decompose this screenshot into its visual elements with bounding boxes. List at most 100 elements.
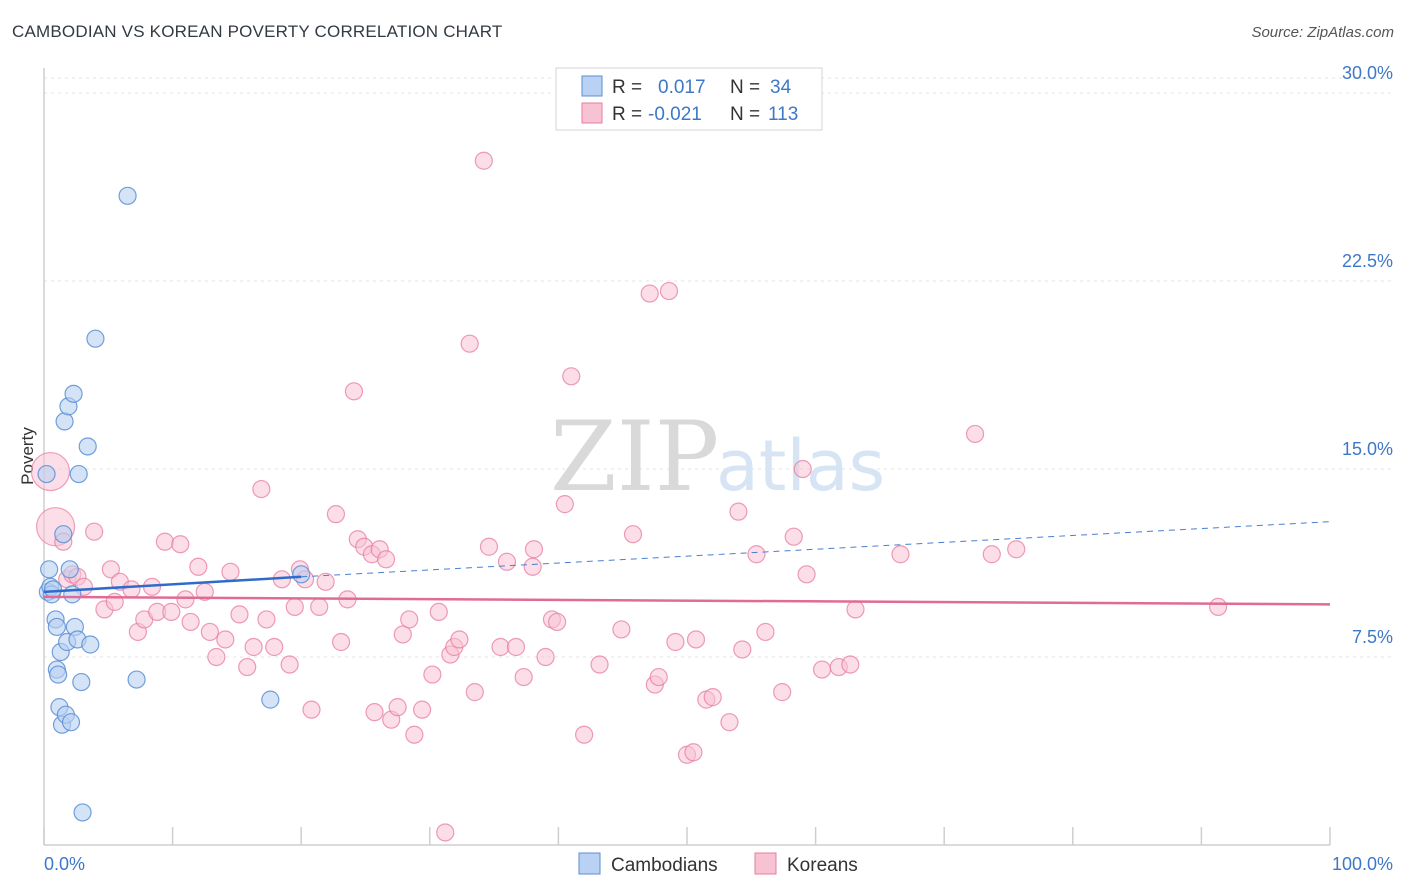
legend-r-label-2: R = bbox=[612, 104, 642, 125]
legend-n-label-1: N = bbox=[730, 77, 760, 98]
data-point-cambodian bbox=[64, 384, 83, 403]
data-point-korean bbox=[562, 367, 581, 386]
data-point-korean bbox=[733, 640, 752, 659]
bottom-legend-swatch-cambodians bbox=[578, 852, 601, 875]
data-point-korean bbox=[575, 725, 594, 744]
data-point-korean bbox=[200, 622, 219, 642]
data-point-korean bbox=[105, 592, 124, 611]
y-tick-label: 7.5% bbox=[1352, 627, 1393, 647]
watermark: ZIP atlas bbox=[550, 401, 885, 513]
data-point-cambodian bbox=[63, 585, 82, 604]
data-point-korean bbox=[479, 537, 499, 556]
data-point-korean bbox=[623, 525, 643, 544]
legend-r-label-1: R = bbox=[612, 77, 642, 98]
data-point-korean bbox=[1209, 597, 1228, 616]
data-point-korean bbox=[388, 698, 407, 717]
data-point-korean bbox=[684, 743, 703, 762]
data-point-cambodian bbox=[292, 565, 311, 584]
trend-lines bbox=[43, 521, 1331, 606]
data-point-korean bbox=[506, 637, 526, 657]
grid-lines bbox=[44, 77, 1394, 658]
trend-line-cambodians-extension bbox=[301, 521, 1331, 578]
data-point-korean bbox=[491, 637, 510, 657]
bottom-legend-label-cambodians: Cambodians bbox=[611, 855, 718, 876]
legend-n-label-2: N = bbox=[730, 104, 760, 125]
data-point-korean bbox=[181, 612, 200, 632]
data-point-korean bbox=[590, 655, 609, 674]
data-point-korean bbox=[793, 459, 812, 479]
legend-box: R = 0.017 N = 34 R = -0.021 N = 113 bbox=[555, 67, 823, 131]
data-point-cambodian bbox=[47, 617, 66, 637]
data-point-korean bbox=[155, 532, 174, 551]
data-point-korean bbox=[555, 495, 574, 514]
data-point-korean bbox=[523, 557, 542, 576]
data-point-korean bbox=[703, 688, 722, 707]
data-point-cambodian bbox=[86, 329, 105, 348]
data-point-korean bbox=[891, 545, 910, 564]
data-point-korean bbox=[101, 560, 120, 579]
data-point-cambodian bbox=[73, 803, 92, 822]
data-point-korean bbox=[474, 151, 493, 170]
y-tick-label: 15.0% bbox=[1342, 439, 1393, 459]
data-point-korean bbox=[207, 647, 226, 667]
x-tick-labels: 0.0% 100.0% bbox=[44, 854, 1393, 874]
data-point-korean bbox=[310, 597, 329, 616]
data-point-cambodian bbox=[261, 690, 280, 709]
x-tick-label-min: 0.0% bbox=[44, 854, 85, 874]
legend-r-value-2: -0.021 bbox=[648, 104, 702, 125]
data-point-korean bbox=[244, 637, 263, 657]
data-point-korean bbox=[436, 823, 455, 842]
data-point-korean bbox=[1007, 540, 1026, 559]
data-point-korean bbox=[666, 632, 685, 652]
bottom-legend-label-koreans: Koreans bbox=[787, 855, 858, 876]
data-point-korean bbox=[122, 580, 141, 599]
data-point-korean bbox=[400, 610, 419, 629]
trend-line-koreans bbox=[43, 595, 1331, 606]
data-point-cambodian bbox=[40, 560, 59, 579]
data-point-korean bbox=[784, 527, 803, 546]
series-cambodians bbox=[37, 186, 311, 822]
data-point-korean bbox=[846, 600, 865, 619]
data-point-korean bbox=[257, 610, 276, 629]
data-point-korean bbox=[460, 334, 479, 353]
data-point-korean bbox=[162, 602, 181, 622]
data-point-korean bbox=[497, 552, 517, 571]
data-point-korean bbox=[176, 590, 195, 609]
data-point-korean bbox=[216, 630, 235, 649]
data-point-korean bbox=[747, 545, 766, 564]
data-point-korean bbox=[238, 657, 257, 677]
data-point-korean bbox=[85, 522, 104, 541]
data-point-korean bbox=[729, 502, 748, 521]
data-point-korean bbox=[285, 597, 304, 616]
data-point-korean bbox=[189, 557, 208, 576]
source-credit: Source: ZipAtlas.com bbox=[1251, 24, 1394, 41]
data-point-korean bbox=[612, 620, 631, 639]
data-point-korean bbox=[326, 505, 346, 524]
chart-title: CAMBODIAN VS KOREAN POVERTY CORRELATION … bbox=[12, 22, 503, 41]
axes bbox=[43, 68, 1331, 846]
data-point-korean bbox=[316, 572, 335, 591]
data-point-korean bbox=[412, 700, 432, 719]
data-point-korean bbox=[548, 612, 567, 632]
data-point-cambodian bbox=[37, 464, 56, 484]
legend-swatch-cambodians bbox=[581, 75, 603, 97]
data-point-korean bbox=[841, 655, 860, 674]
data-point-korean bbox=[252, 479, 271, 499]
y-tick-label: 22.5% bbox=[1342, 251, 1393, 271]
data-point-korean bbox=[797, 565, 816, 584]
data-point-korean bbox=[405, 725, 424, 744]
y-tick-labels: 7.5% 15.0% 22.5% 30.0% bbox=[1342, 63, 1393, 647]
y-tick-label: 30.0% bbox=[1342, 63, 1393, 83]
bottom-legend-swatch-koreans bbox=[754, 852, 777, 875]
data-point-korean bbox=[524, 540, 544, 559]
trend-line-cambodians bbox=[43, 575, 302, 594]
data-point-korean bbox=[659, 281, 679, 301]
data-point-korean bbox=[280, 655, 299, 674]
bottom-legend: Cambodians Koreans bbox=[578, 852, 858, 876]
watermark-zip: ZIP bbox=[550, 401, 719, 513]
data-point-cambodian bbox=[69, 464, 88, 484]
data-point-korean bbox=[982, 545, 1001, 564]
data-point-korean bbox=[221, 562, 240, 581]
data-point-korean bbox=[230, 605, 249, 624]
